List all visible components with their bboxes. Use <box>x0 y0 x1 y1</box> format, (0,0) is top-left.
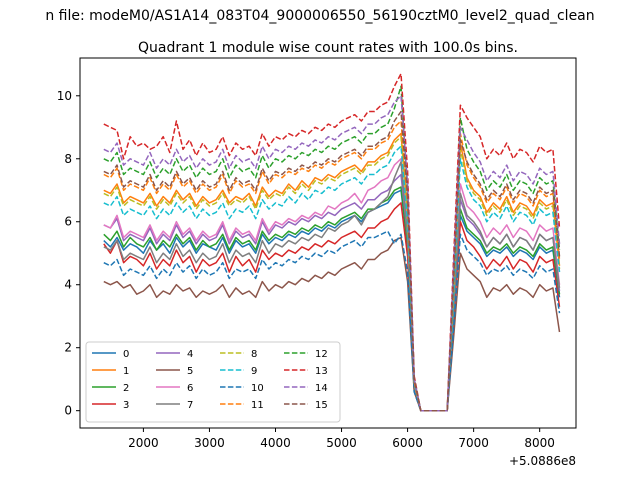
y-tick-label: 4 <box>64 278 72 292</box>
legend-label-2: 2 <box>123 383 129 394</box>
series-line-6 <box>103 158 561 412</box>
y-tick-label: 8 <box>64 152 72 166</box>
x-offset-text: +5.0886e8 <box>509 454 576 468</box>
legend-label-5: 5 <box>187 366 193 377</box>
legend-label-1: 1 <box>123 366 129 377</box>
series-line-7 <box>103 161 561 412</box>
series-line-12 <box>103 85 561 412</box>
legend-label-13: 13 <box>315 366 328 377</box>
series-line-13 <box>103 72 561 412</box>
series-line-5 <box>103 236 561 412</box>
chart-title: Quadrant 1 module wise count rates with … <box>138 40 518 56</box>
x-tick-label: 5000 <box>326 436 357 450</box>
chart-suptitle: n file: modeM0/AS1A14_083T04_9000006550_… <box>45 8 594 24</box>
legend-label-6: 6 <box>187 383 193 394</box>
legend-label-14: 14 <box>315 383 328 394</box>
y-tick-label: 6 <box>64 215 72 229</box>
series-line-2 <box>103 186 561 412</box>
series-line-0 <box>103 189 561 412</box>
legend-label-11: 11 <box>251 400 264 411</box>
series-line-15 <box>103 110 561 412</box>
legend-label-10: 10 <box>251 383 264 394</box>
series-line-10 <box>103 230 561 412</box>
series-layer <box>103 72 561 412</box>
y-tick-label: 10 <box>57 89 72 103</box>
series-line-11 <box>103 120 561 412</box>
legend-label-7: 7 <box>187 400 193 411</box>
series-line-9 <box>103 145 561 412</box>
y-tick-label: 0 <box>64 404 72 418</box>
x-tick-label: 4000 <box>260 436 291 450</box>
legend-label-8: 8 <box>251 349 257 360</box>
legend-box <box>85 341 341 423</box>
series-line-1 <box>103 132 561 412</box>
x-tick-label: 2000 <box>128 436 159 450</box>
plot-frame <box>79 57 577 429</box>
series-line-14 <box>103 95 561 412</box>
legend-label-3: 3 <box>123 400 129 411</box>
x-tick-label: 3000 <box>194 436 225 450</box>
x-tick-label: 7000 <box>458 436 489 450</box>
legend-label-0: 0 <box>123 349 129 360</box>
legend-label-15: 15 <box>315 400 328 411</box>
legend-label-12: 12 <box>315 349 328 360</box>
y-tick-label: 2 <box>64 341 72 355</box>
series-line-8 <box>103 135 561 412</box>
legend-label-4: 4 <box>187 349 193 360</box>
x-tick-label: 6000 <box>392 436 423 450</box>
x-tick-label: 8000 <box>524 436 555 450</box>
legend-label-9: 9 <box>251 366 257 377</box>
series-line-3 <box>103 202 561 412</box>
